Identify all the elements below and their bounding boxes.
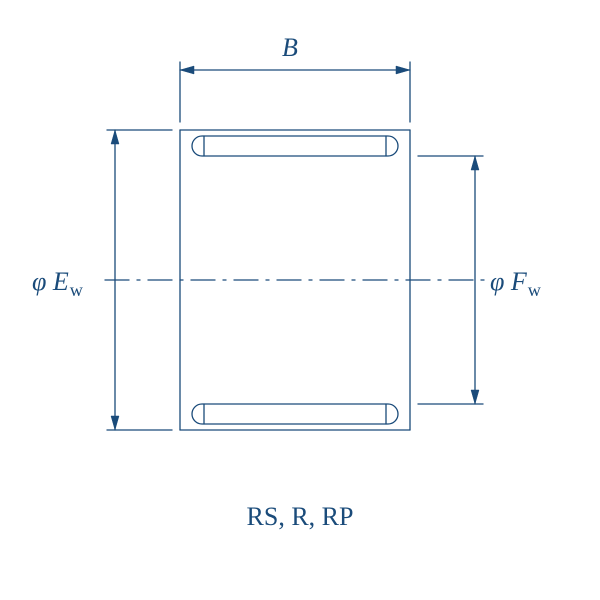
diagram-caption: RS, R, RP <box>247 502 354 531</box>
dim-label-width: B <box>282 33 298 62</box>
dim-label-inner-dia: φ Fw <box>490 267 542 300</box>
dim-label-outer-dia: φ Ew <box>32 267 84 300</box>
